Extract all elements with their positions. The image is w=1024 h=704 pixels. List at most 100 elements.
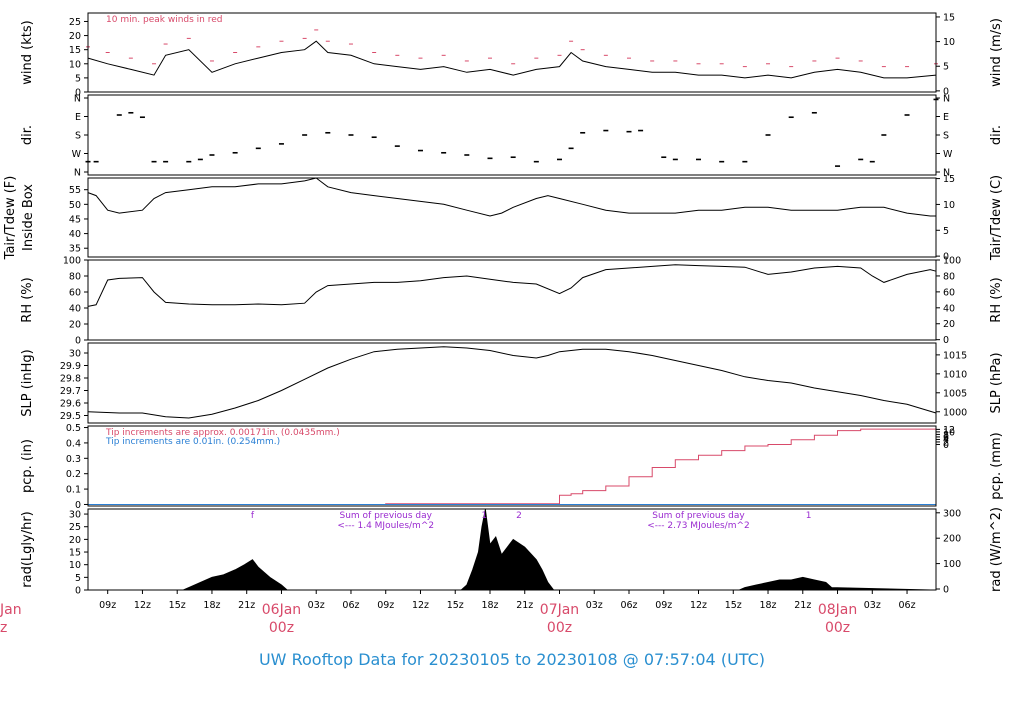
radiation-sum-label: Sum of previous day <box>652 511 745 521</box>
x-axis: 09z 12z 15z 18z 21z 03z 06z 09z 12z 15z 18z 21z 03z 0… <box>99 590 916 636</box>
y-tick-label-right: 0 <box>943 440 949 451</box>
y-tick-label-right: 4 <box>943 435 949 446</box>
y-tick-label: 29.7 <box>60 386 81 397</box>
panel-frame <box>87 94 937 176</box>
wind-annotation: 10 min. peak winds in red <box>106 15 223 25</box>
x-tick-label: 15z <box>169 600 186 611</box>
y-tick-label: 29.8 <box>60 374 81 385</box>
y-tick-label: 15 <box>69 45 81 56</box>
y-axis-label-right: rad (W/m^2) <box>989 507 1004 592</box>
x-tick-label: 21z <box>794 600 811 611</box>
y-tick-label-right: 15 <box>943 12 955 23</box>
y-tick-label: 0 <box>75 88 81 99</box>
radiation-marker: f <box>251 511 255 521</box>
y-tick-label-right: 0 <box>943 584 949 595</box>
y-tick-label-right: 6 <box>943 432 949 443</box>
x-tick-label: 03z <box>864 600 881 611</box>
y-tick-label-right: 0 <box>943 335 949 346</box>
y-tick-label: 29.9 <box>60 361 81 372</box>
panel-7: rad(Lgly/hr) rad (W/m^2)05101520253001002… <box>20 507 1004 596</box>
edge-day-label: Jan <box>0 602 22 618</box>
x-tick-label: 21z <box>238 600 255 611</box>
y-tick-label-right: 40 <box>943 303 955 314</box>
y-tick-label: S <box>75 131 81 142</box>
y-tick-label-right: 200 <box>943 534 961 545</box>
panel-frame <box>87 425 937 507</box>
y-tick-label-right: 10 <box>943 37 955 48</box>
edge-hour-label: z <box>0 620 7 636</box>
radiation-area <box>88 508 937 591</box>
y-axis-label: wind (kts) <box>20 20 35 84</box>
x-tick-label: 06z <box>898 600 915 611</box>
panel-4: RH (%) RH (%) 0 20 40 60 80 100 0 20 40 60 80 100 <box>20 256 1004 347</box>
y-tick-label: W <box>72 149 82 160</box>
y-tick-label: 0.4 <box>66 438 81 449</box>
y-tick-label-right: 5 <box>943 226 949 237</box>
page-title: UW Rooftop Data for 20230105 to 20230108… <box>259 650 765 669</box>
x-tick-label: 09z <box>655 600 672 611</box>
y-tick-label-right: 100 <box>943 559 961 570</box>
y-tick-label: 0.3 <box>66 454 81 465</box>
y-tick-label: 0 <box>75 586 81 597</box>
radiation-marker: 1 <box>481 511 487 521</box>
y-tick-label: 80 <box>69 272 81 283</box>
series-line-1 <box>88 428 936 505</box>
y-tick-label-right: 10 <box>943 427 955 438</box>
y-tick-label: E <box>75 112 81 123</box>
panel-3: Tair/Tdew (F) Inside Box Tair/Tdew (C) 35 40… <box>3 174 1004 263</box>
y-tick-label: 0.5 <box>66 423 81 434</box>
y-tick-label: 50 <box>69 200 81 211</box>
y-tick-label-right: 60 <box>943 287 955 298</box>
radiation-marker: 1 <box>806 511 812 521</box>
x-tick-label: 12z <box>412 600 429 611</box>
y-tick-label: 0.1 <box>66 485 81 496</box>
y-tick-label: 0.2 <box>66 469 81 480</box>
y-tick-label: N <box>74 168 81 179</box>
panel-frame <box>87 12 937 93</box>
y-axis-label-right: wind (m/s) <box>989 18 1004 87</box>
y-tick-label-right: W <box>943 149 953 160</box>
y-axis-label: rad(Lgly/hr) <box>20 511 35 587</box>
y-tick-label-right: 8 <box>943 430 949 441</box>
y-tick-label-right: 100 <box>943 256 961 267</box>
x-tick-label: 09z <box>99 600 116 611</box>
y-tick-label-right: 15 <box>943 174 955 185</box>
y-tick-label-right: 0 <box>943 252 949 263</box>
y-tick-label: 40 <box>69 229 81 240</box>
x-tick-label: 06z <box>342 600 359 611</box>
y-tick-label-right: 1005 <box>943 388 967 399</box>
x-tick-label: 03z <box>308 600 325 611</box>
y-axis-label-right: Tair/Tdew (C) <box>989 175 1004 261</box>
y-tick-label: 100 <box>63 256 81 267</box>
precip-note-blue: Tip increments are 0.01in. (0.254mm.) <box>105 437 280 447</box>
y-tick-label-right: 80 <box>943 271 955 282</box>
series-line-1 <box>87 177 936 217</box>
panel-1: wind (kts) wind (m/s) 0 5 10 15 20 25 0 5 10 15 10 m… <box>20 12 1004 98</box>
y-tick-label: 0 <box>75 500 81 511</box>
x-tick-label: 12z <box>134 600 151 611</box>
y-tick-label: 25 <box>69 17 81 28</box>
y-tick-label-right: 10 <box>943 200 955 211</box>
panel-frame <box>87 342 937 424</box>
y-tick-label: 15 <box>69 548 81 559</box>
x-tick-label: 18z <box>759 600 776 611</box>
y-tick-label: 45 <box>69 214 81 225</box>
y-tick-label-right: 12 <box>943 425 955 436</box>
y-tick-label: 10 <box>69 59 81 70</box>
y-tick-label-right: S <box>943 131 949 142</box>
y-tick-label: 10 <box>69 560 81 571</box>
panel-frame <box>87 259 937 341</box>
x-tick-label: 18z <box>203 600 220 611</box>
radiation-sum-value: <--- 2.73 MJoules/m^2 <box>647 521 749 531</box>
x-tick-label: 18z <box>481 600 498 611</box>
x-tick-label: 15z <box>725 600 742 611</box>
y-tick-label: 55 <box>69 185 81 196</box>
y-tick-label: 30 <box>69 510 81 521</box>
y-axis-label: Tair/Tdew (F) <box>3 176 18 261</box>
y-tick-label: N <box>74 94 81 105</box>
y-axis-label: pcp. (in) <box>20 439 35 493</box>
y-tick-label: 29.6 <box>60 399 81 410</box>
x-tick-label: 03z <box>586 600 603 611</box>
y-tick-label-right: 1010 <box>943 369 967 380</box>
day-hour-label: 00z <box>825 620 850 636</box>
